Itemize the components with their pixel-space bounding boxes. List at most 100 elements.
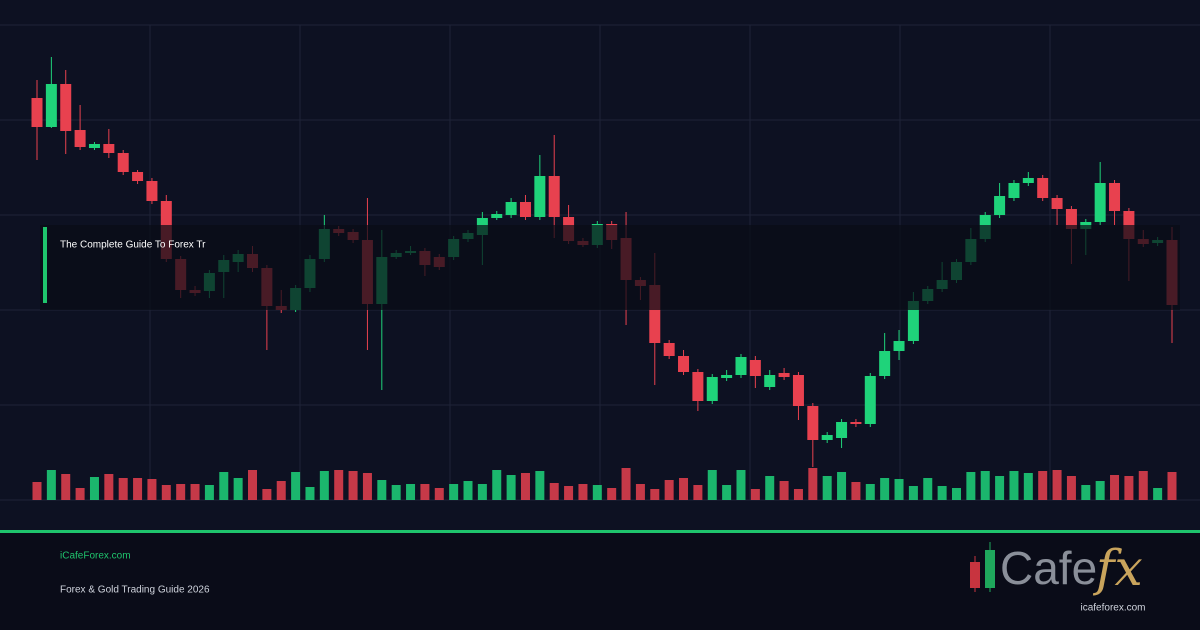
volume-bar — [995, 476, 1005, 500]
volume-bar — [377, 480, 387, 500]
volume-bar — [477, 484, 487, 500]
candle-body — [103, 144, 115, 153]
volume-bar — [535, 471, 545, 500]
volume-bar — [951, 488, 961, 500]
candle-body — [60, 84, 72, 131]
volume-bar — [707, 470, 717, 500]
volume-bar — [1110, 475, 1120, 500]
volume-bar — [449, 484, 459, 500]
volume-bar — [837, 472, 847, 500]
volume-bar — [248, 470, 258, 500]
candle-body — [994, 196, 1006, 215]
candle-body — [879, 351, 891, 376]
volume-bar — [334, 470, 344, 500]
volume-bar — [1052, 470, 1062, 500]
candle-body — [117, 153, 129, 172]
volume-bar — [176, 484, 186, 500]
candle-body — [749, 360, 761, 376]
volume-bar — [133, 478, 143, 500]
volume-bar — [578, 484, 588, 500]
candle-body — [678, 356, 690, 372]
volume-bar — [406, 484, 416, 500]
volume-bar — [736, 470, 746, 500]
volume-bar — [722, 485, 732, 500]
volume-bar — [1167, 472, 1177, 500]
headline: The Complete Guide To Forex Tr — [60, 240, 206, 251]
volume-bar — [937, 486, 947, 500]
candle-body — [88, 144, 100, 148]
divider — [0, 530, 1200, 533]
volume-bar — [520, 473, 530, 500]
volume-bar — [808, 468, 818, 500]
candle-body — [821, 435, 833, 440]
volume-bar — [420, 484, 430, 500]
volume-bar — [650, 489, 660, 500]
volume-bar — [492, 470, 502, 500]
volume-bar — [391, 485, 401, 500]
candle-body — [534, 176, 546, 217]
candle-body — [807, 406, 819, 440]
candle-body — [721, 375, 733, 378]
volume-bar — [434, 488, 444, 500]
site-name: iCafeForex.com — [60, 551, 131, 562]
logo-main: Cafe — [1000, 542, 1097, 594]
candle-body — [864, 376, 876, 424]
volume-bar — [564, 486, 574, 500]
volume-bar — [463, 481, 473, 500]
volume-bar — [46, 470, 56, 500]
candle-body — [132, 172, 144, 181]
candle-body — [1065, 209, 1077, 229]
candle-body — [1094, 183, 1106, 222]
volume-bar — [32, 482, 42, 500]
volume-bar — [693, 485, 703, 500]
volume-bar — [190, 484, 200, 500]
volume-bar — [1023, 473, 1033, 500]
volume-bar — [635, 484, 645, 500]
volume-bar — [1081, 485, 1091, 500]
volume-bar — [750, 489, 760, 500]
volume-bar — [219, 472, 229, 500]
volume-bar — [506, 475, 516, 500]
candle-body — [706, 377, 718, 401]
candle-body — [1109, 183, 1121, 211]
volume-bar — [75, 488, 85, 500]
volume-bar — [1066, 476, 1076, 500]
volume-bar — [276, 481, 286, 500]
volume-bar — [1038, 471, 1048, 500]
volume-bar — [851, 482, 861, 500]
headline-accent — [43, 227, 47, 303]
volume-bar — [362, 473, 372, 500]
volume-bar — [262, 489, 272, 500]
candle-body — [519, 202, 531, 217]
volume-bar — [607, 488, 617, 500]
candle-body — [491, 214, 503, 218]
candle-body — [764, 375, 776, 387]
logo-accent: fx — [1092, 539, 1143, 597]
volume-bar — [1138, 471, 1148, 500]
candle-body — [663, 343, 675, 356]
volume-bar — [822, 476, 832, 500]
candle-body — [74, 130, 86, 147]
volume-bar — [779, 481, 789, 500]
candle-body — [1022, 178, 1034, 183]
candle-body — [778, 373, 790, 377]
volume-bar — [549, 483, 559, 500]
candle-body — [1008, 183, 1020, 198]
volume-bar — [664, 480, 674, 500]
volume-bar — [966, 472, 976, 500]
candle-body — [649, 285, 661, 343]
volume-bar — [291, 472, 301, 500]
volume-bar — [980, 471, 990, 500]
volume-bar — [348, 471, 358, 500]
volume-bar — [147, 479, 157, 500]
volume-bar — [880, 478, 890, 500]
candle-body — [850, 422, 862, 424]
headline-panel — [40, 225, 1180, 310]
volume-bar — [1095, 481, 1105, 500]
candle-body — [548, 176, 560, 217]
volume-bar — [305, 487, 315, 500]
candle-body — [1051, 198, 1063, 209]
volume-bar — [118, 478, 128, 500]
